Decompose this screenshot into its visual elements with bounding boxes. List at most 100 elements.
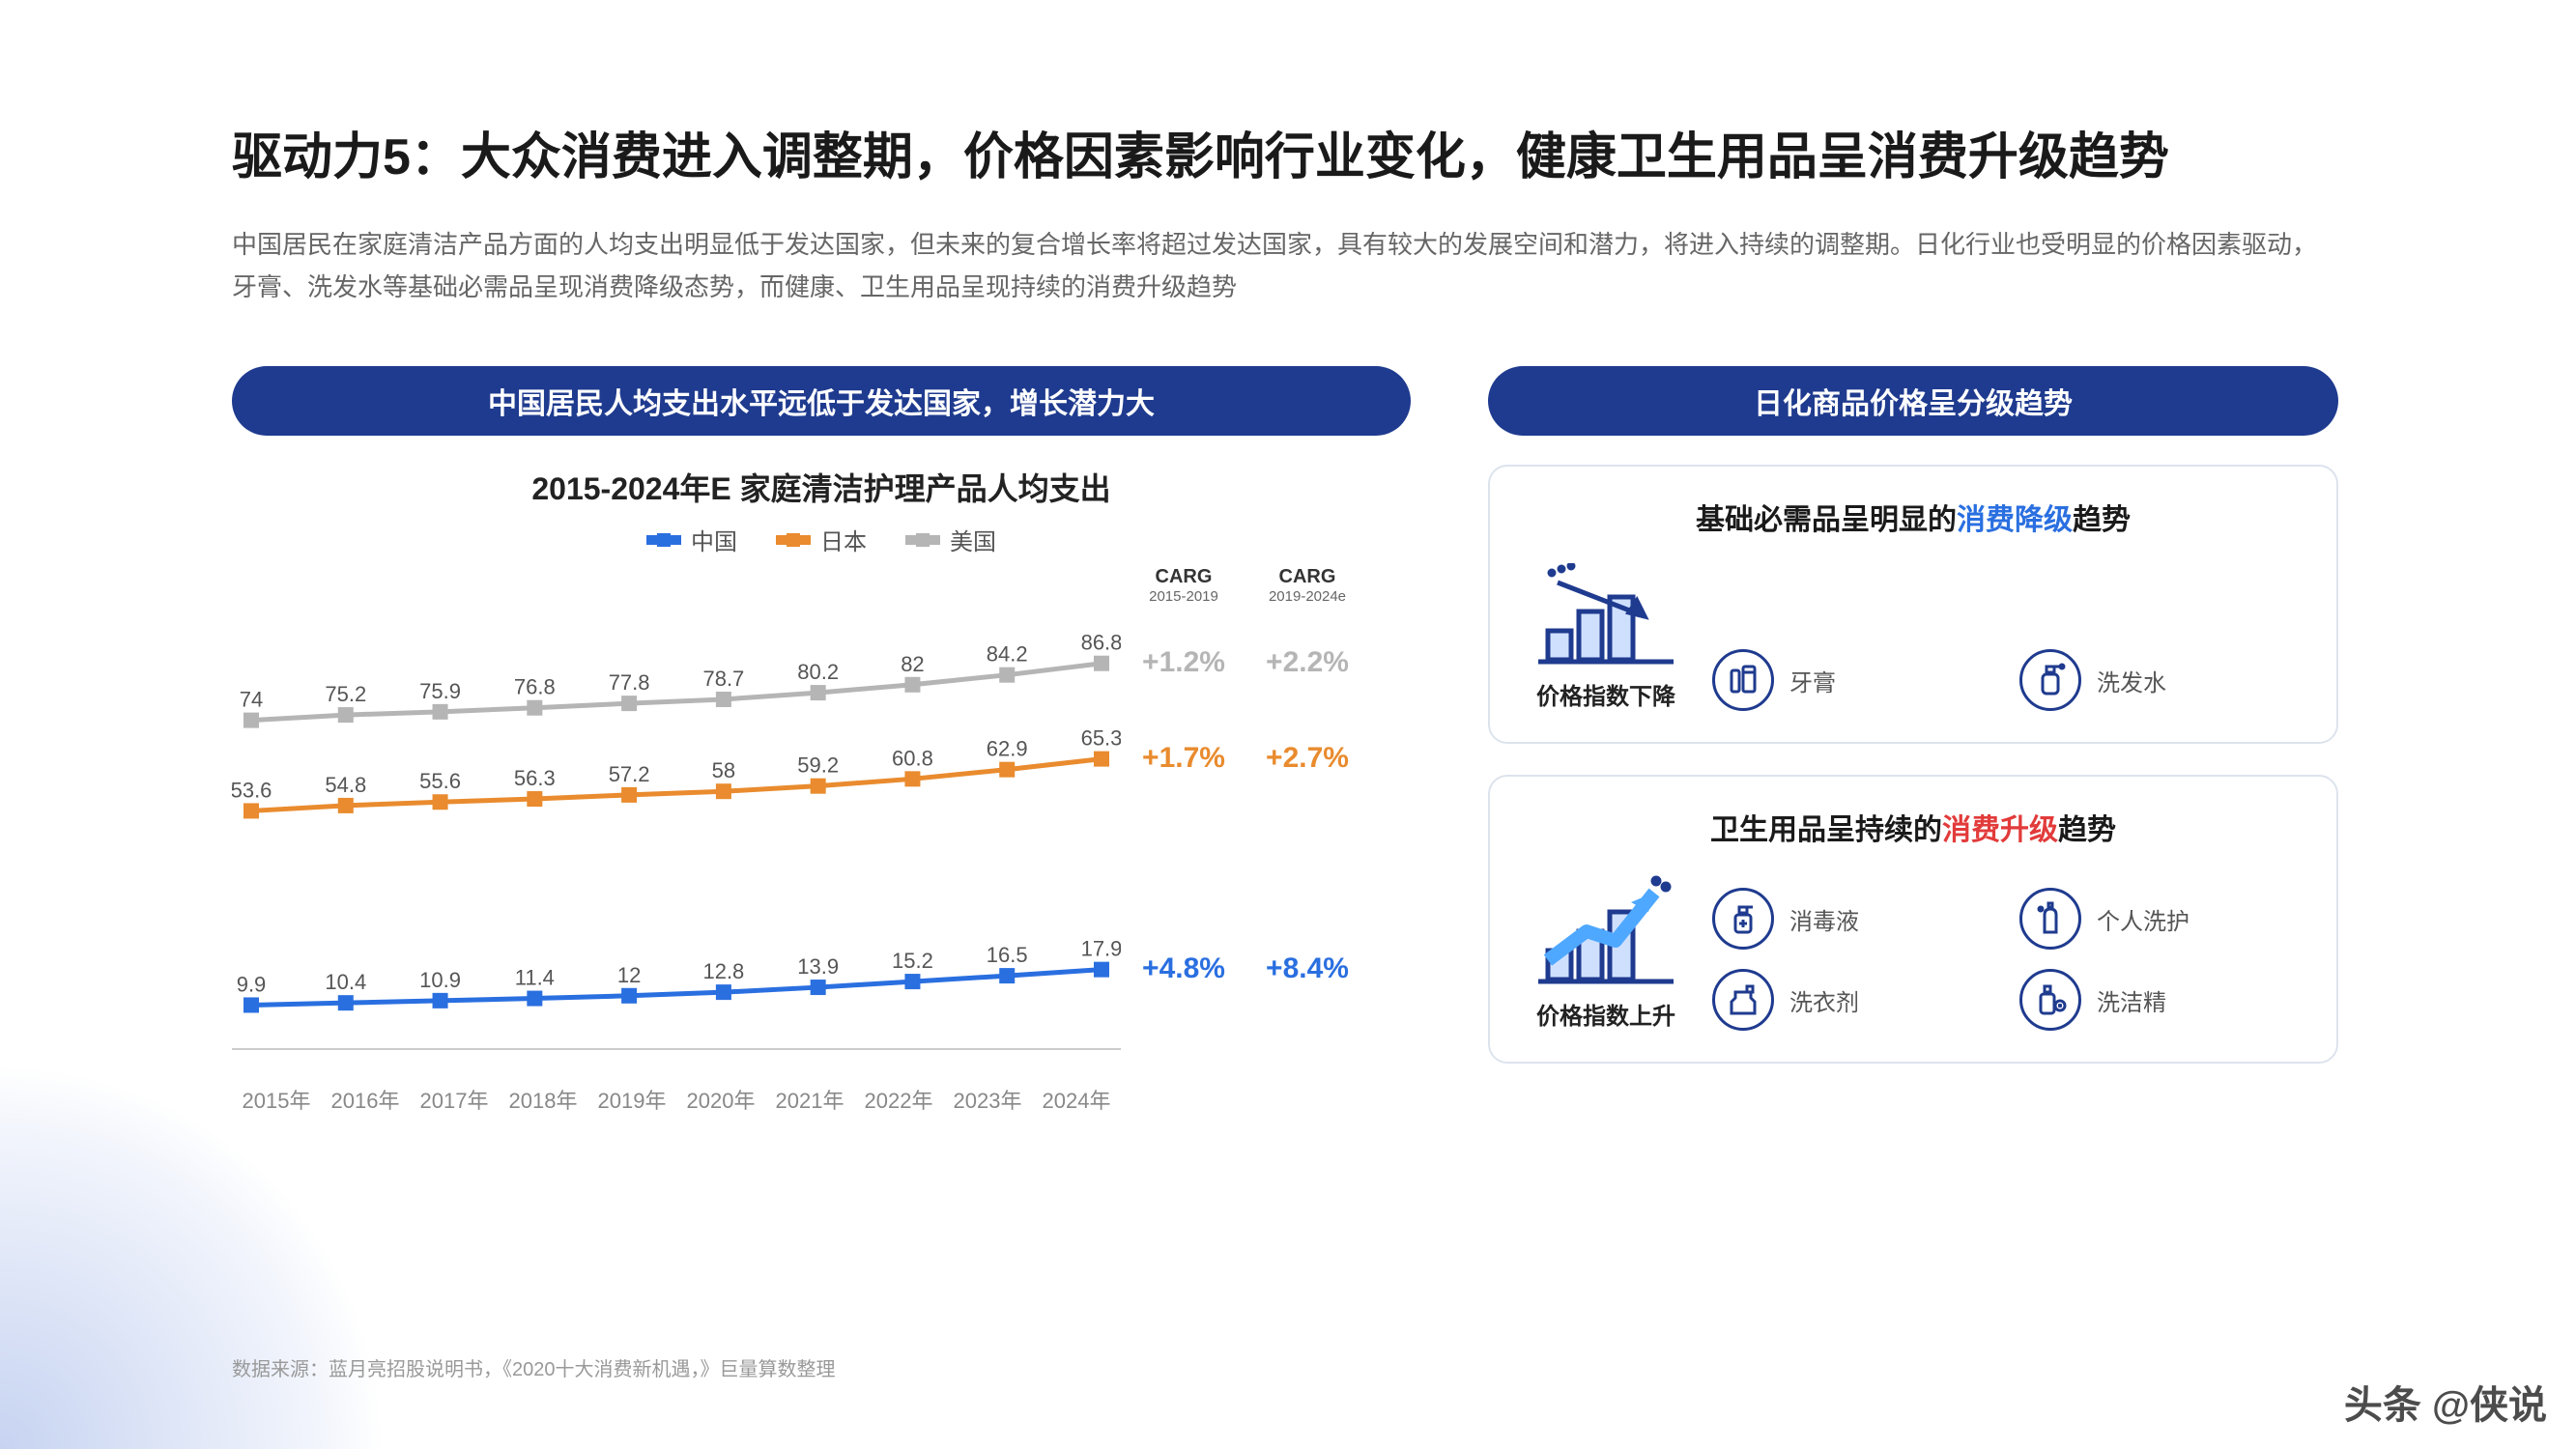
card2-items: 消毒液 个人洗护洗衣剂 洗洁精 [1712, 888, 2298, 1031]
product-label: 消毒液 [1789, 902, 1859, 936]
x-label: 2016年 [321, 1084, 410, 1115]
card-downgrade: 基础必需品呈明显的消费降级趋势 [1488, 465, 2338, 744]
price-up-icon: 价格指数上升 [1529, 873, 1683, 1031]
legend-label: 日本 [820, 523, 867, 556]
carg-row: +1.7% +2.7% [1131, 742, 1360, 775]
watermark-small: 鹤飞手游网 [2489, 1424, 2557, 1443]
content-columns: 中国居民人均支出水平远低于发达国家，增长潜力大 2015-2024年E 家庭清洁… [232, 366, 2344, 1115]
line-chart: 9.910.410.911.41212.813.915.216.517.953.… [232, 566, 1121, 1068]
svg-text:17.9: 17.9 [1081, 937, 1121, 961]
page-title: 驱动力5：大众消费进入调整期，价格因素影响行业变化，健康卫生用品呈消费升级趋势 [232, 116, 2344, 188]
detergent-icon [1712, 969, 1774, 1031]
title-suffix: 趋势 [2058, 814, 2116, 846]
product-label: 个人洗护 [2097, 902, 2190, 936]
product-label: 洗发水 [2097, 664, 2166, 697]
x-axis-labels: 2015年2016年2017年2018年2019年2020年2021年2022年… [232, 1084, 1121, 1115]
x-label: 2019年 [587, 1084, 676, 1115]
toothpaste-icon [1712, 649, 1774, 711]
carg-v2: +2.2% [1254, 646, 1360, 679]
card-upgrade: 卫生用品呈持续的消费升级趋势 [1488, 775, 2338, 1064]
x-label: 2018年 [499, 1084, 587, 1115]
svg-text:76.8: 76.8 [514, 675, 556, 699]
product-label: 牙膏 [1789, 664, 1836, 697]
carg-block: CARG2015-2019CARG2019-2024e+1.2%+2.2%+1.… [1131, 566, 1382, 1068]
svg-text:80.2: 80.2 [797, 660, 839, 684]
svg-text:15.2: 15.2 [892, 949, 933, 973]
svg-text:10.4: 10.4 [325, 971, 366, 995]
legend-label: 中国 [691, 523, 737, 556]
title-prefix: 基础必需品呈明显的 [1696, 504, 1957, 536]
svg-text:54.8: 54.8 [325, 773, 366, 797]
svg-text:78.7: 78.7 [702, 667, 744, 691]
carg-head-2: CARG2019-2024e [1254, 566, 1360, 605]
svg-text:59.2: 59.2 [797, 753, 839, 778]
left-column: 中国居民人均支出水平远低于发达国家，增长潜力大 2015-2024年E 家庭清洁… [232, 366, 1411, 1115]
card1-items: 牙膏 洗发水 [1712, 649, 2298, 711]
carg-v2: +8.4% [1254, 952, 1360, 985]
svg-text:11.4: 11.4 [515, 966, 555, 990]
shampoo-icon [2019, 649, 2081, 711]
chart-legend: 中国 日本 美国 [232, 523, 1411, 556]
svg-text:84.2: 84.2 [987, 642, 1028, 667]
title-prefix: 卫生用品呈持续的 [1710, 814, 1942, 846]
title-suffix: 趋势 [2073, 504, 2131, 536]
svg-text:86.8: 86.8 [1081, 631, 1121, 655]
watermark: 头条 @侠说 [2344, 1374, 2547, 1430]
svg-text:75.9: 75.9 [419, 679, 461, 703]
right-column: 日化商品价格呈分级趋势 基础必需品呈明显的消费降级趋势 [1488, 366, 2338, 1115]
legend-label: 美国 [950, 523, 996, 556]
carg-row: +1.2% +2.2% [1131, 646, 1360, 679]
price-down-icon: 价格指数下降 [1529, 563, 1683, 711]
svg-text:74: 74 [240, 688, 263, 712]
svg-text:12: 12 [617, 963, 641, 987]
card-downgrade-title: 基础必需品呈明显的消费降级趋势 [1529, 496, 2298, 538]
x-label: 2023年 [943, 1084, 1032, 1115]
chart-title: 2015-2024年E 家庭清洁护理产品人均支出 [232, 465, 1411, 509]
svg-text:12.8: 12.8 [702, 959, 744, 983]
svg-text:77.8: 77.8 [609, 670, 650, 695]
x-label: 2017年 [410, 1084, 499, 1115]
page-subtitle: 中国居民在家庭清洁产品方面的人均支出明显低于发达国家，但未来的复合增长率将超过发… [232, 223, 2338, 308]
legend-item: 中国 [646, 523, 737, 556]
svg-text:62.9: 62.9 [987, 737, 1028, 761]
product-item: 消毒液 [1712, 888, 1990, 950]
sanitizer-icon [1712, 888, 1774, 950]
svg-text:57.2: 57.2 [609, 762, 650, 786]
product-item: 洗衣剂 [1712, 969, 1990, 1031]
product-item: 牙膏 [1712, 649, 1990, 711]
svg-text:16.5: 16.5 [987, 943, 1028, 967]
svg-text:9.9: 9.9 [237, 973, 267, 997]
svg-text:13.9: 13.9 [797, 954, 839, 979]
right-banner: 日化商品价格呈分级趋势 [1488, 366, 2338, 436]
card-upgrade-title: 卫生用品呈持续的消费升级趋势 [1529, 806, 2298, 848]
product-item: 个人洗护 [2019, 888, 2298, 950]
carg-v1: +1.7% [1131, 742, 1237, 775]
carg-v1: +4.8% [1131, 952, 1237, 985]
carg-v1: +1.2% [1131, 646, 1237, 679]
svg-text:55.6: 55.6 [419, 770, 461, 794]
svg-text:65.3: 65.3 [1081, 726, 1121, 751]
product-label: 洗衣剂 [1789, 983, 1859, 1017]
svg-text:75.2: 75.2 [325, 682, 366, 706]
svg-text:60.8: 60.8 [892, 747, 933, 771]
product-label: 洗洁精 [2097, 983, 2166, 1017]
dish-soap-icon [2019, 969, 2081, 1031]
carg-v2: +2.7% [1254, 742, 1360, 775]
carg-row: +4.8% +8.4% [1131, 952, 1360, 985]
svg-text:56.3: 56.3 [514, 766, 556, 790]
slide: 驱动力5：大众消费进入调整期，价格因素影响行业变化，健康卫生用品呈消费升级趋势 … [0, 0, 2576, 1449]
left-banner: 中国居民人均支出水平远低于发达国家，增长潜力大 [232, 366, 1411, 436]
title-highlight: 消费升级 [1942, 814, 2058, 846]
svg-text:10.9: 10.9 [419, 968, 461, 992]
x-label: 2024年 [1032, 1084, 1121, 1115]
x-label: 2022年 [854, 1084, 943, 1115]
chart-wrap: 9.910.410.911.41212.813.915.216.517.953.… [232, 566, 1411, 1068]
product-item: 洗洁精 [2019, 969, 2298, 1031]
svg-text:82: 82 [901, 652, 924, 676]
price-up-label: 价格指数上升 [1529, 997, 1683, 1031]
x-label: 2015年 [232, 1084, 321, 1115]
legend-item: 日本 [776, 523, 867, 556]
price-down-label: 价格指数下降 [1529, 677, 1683, 711]
x-label: 2021年 [765, 1084, 854, 1115]
x-label: 2020年 [676, 1084, 765, 1115]
